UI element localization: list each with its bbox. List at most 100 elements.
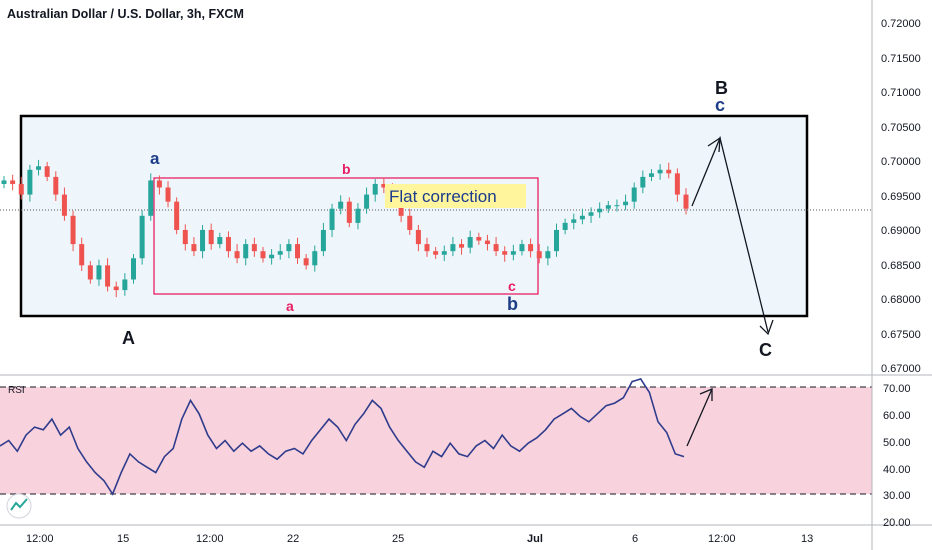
candle-body <box>614 205 620 207</box>
price-tick: 0.69500 <box>881 191 921 203</box>
candle-body <box>631 187 637 202</box>
candle-body <box>502 251 508 255</box>
wave-label-b-blue: b <box>507 294 518 314</box>
rsi-label: RSI <box>8 385 25 396</box>
wave-label-B: B <box>715 78 728 98</box>
candle-body <box>18 183 24 195</box>
wave-label-c-blue: c <box>715 95 725 115</box>
candle-body <box>536 251 542 259</box>
rsi-tick: 50.00 <box>883 437 911 449</box>
candle-body <box>597 208 603 213</box>
candle-body <box>269 254 275 259</box>
price-tick: 0.69000 <box>881 225 921 237</box>
candle-body <box>346 201 352 223</box>
time-axis: 12:00 15 12:00 22 25 Jul 6 12:00 13 <box>26 533 813 545</box>
candle-body <box>441 251 447 255</box>
candle-body <box>251 244 257 252</box>
candle-body <box>277 251 283 255</box>
candle-body <box>554 229 560 252</box>
candle-body <box>174 201 180 230</box>
price-tick: 0.67000 <box>881 363 921 375</box>
arrow-head-down <box>759 319 774 336</box>
candle-body <box>545 251 551 259</box>
wave-label-a-red: a <box>286 298 294 314</box>
candle-body <box>355 208 361 223</box>
candle-body <box>666 169 672 174</box>
time-tick: 12:00 <box>196 533 224 545</box>
candle-body <box>657 169 663 174</box>
candle-body <box>243 244 249 259</box>
candle-body <box>329 208 335 230</box>
candle-body <box>182 229 188 245</box>
candle-body <box>303 258 309 266</box>
candle-body <box>105 265 111 287</box>
rsi-series <box>0 378 685 496</box>
time-tick: 12:00 <box>26 533 54 545</box>
candle-body <box>683 194 689 209</box>
candle-body <box>424 244 430 252</box>
candle-body <box>364 194 370 209</box>
candle-body <box>381 183 387 188</box>
wave-label-C: C <box>759 340 772 360</box>
candle-body <box>113 286 119 291</box>
candle-body <box>571 219 577 223</box>
candle-body <box>510 251 516 255</box>
wave-label-b-red: b <box>342 161 351 177</box>
candle-body <box>260 251 266 259</box>
candle-body <box>191 244 197 252</box>
rsi-tick: 20.00 <box>883 517 911 529</box>
candle-body <box>338 201 344 209</box>
candle-body <box>605 205 611 209</box>
rsi-tick: 70.00 <box>883 383 911 395</box>
candle-body <box>148 180 154 216</box>
time-tick: 13 <box>801 533 813 545</box>
candle-body <box>96 265 102 280</box>
candle-body <box>234 251 240 259</box>
candle-body <box>450 244 456 252</box>
candle-body <box>562 222 568 230</box>
candle-body <box>156 180 162 188</box>
wave-label-A: A <box>122 328 135 348</box>
price-tick: 0.71500 <box>881 53 921 65</box>
rsi-tick: 60.00 <box>883 410 911 422</box>
candle-body <box>407 215 413 230</box>
rsi-arrow-head <box>699 388 713 401</box>
candle-body <box>467 237 473 248</box>
candle-body <box>286 244 292 252</box>
price-tick: 0.68500 <box>881 260 921 272</box>
tradingview-logo <box>6 493 32 519</box>
candle-body <box>1 180 7 184</box>
price-axis: 0.72000 0.71500 0.71000 0.70500 0.70000 … <box>881 18 921 375</box>
time-tick: Jul <box>527 533 543 545</box>
arrow-head-up <box>707 136 721 153</box>
candle-body <box>519 244 525 252</box>
candle-body <box>320 229 326 252</box>
candle-body <box>79 244 85 266</box>
candle-body <box>44 166 50 177</box>
candle-body <box>130 258 136 280</box>
candle-body <box>165 187 171 202</box>
rsi-axis: 70.00 60.00 50.00 40.00 30.00 20.00 <box>883 383 911 529</box>
candle-body <box>53 176 59 195</box>
price-tick: 0.70000 <box>881 156 921 168</box>
candle-body <box>640 176 646 188</box>
chart-title: Australian Dollar / U.S. Dollar, 3h, FXC… <box>7 7 244 21</box>
candle-body <box>579 215 585 220</box>
flat-correction-box <box>153 177 539 295</box>
candle-series <box>1 159 689 298</box>
time-tick: 6 <box>632 533 638 545</box>
price-tick: 0.70500 <box>881 122 921 134</box>
price-tick: 0.67500 <box>881 329 921 341</box>
candle-body <box>484 240 490 245</box>
candle-body <box>588 212 594 216</box>
candle-body <box>225 237 231 252</box>
rsi-line <box>0 378 685 496</box>
outer-range-box <box>19 114 809 318</box>
candle-body <box>459 244 465 248</box>
candle-body <box>139 215 145 259</box>
candle-body <box>476 237 482 241</box>
rsi-band <box>0 387 872 494</box>
candle-body <box>27 169 33 195</box>
rsi-tick: 40.00 <box>883 464 911 476</box>
